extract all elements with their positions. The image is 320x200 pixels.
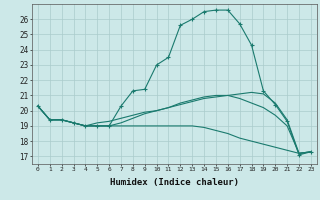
X-axis label: Humidex (Indice chaleur): Humidex (Indice chaleur) [110,178,239,187]
